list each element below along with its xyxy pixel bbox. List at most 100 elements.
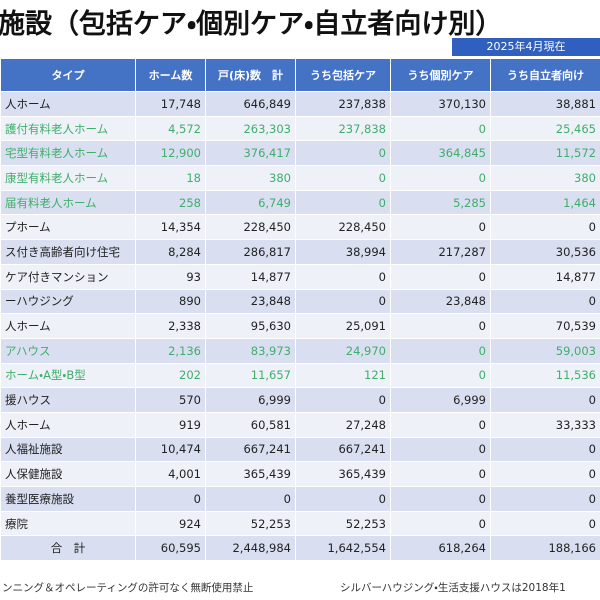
value-cell: 1,642,554: [295, 535, 391, 562]
value-cell: 23,848: [390, 288, 491, 315]
value-cell: 52,253: [205, 510, 296, 537]
value-cell: 286,817: [205, 239, 296, 265]
type-cell: 宅型有料老人ホーム: [0, 140, 136, 167]
type-cell: 合 計: [0, 535, 136, 562]
table-row: 援ハウス 570 6,999 0 6,999 0: [0, 387, 600, 413]
value-cell: 667,241: [295, 436, 391, 463]
table-row: 人ホーム 919 60,581 27,248 0 33,333: [0, 411, 600, 438]
table-row: 療院 924 52,253 52,253 0 0: [0, 510, 600, 537]
value-cell: 0: [490, 486, 600, 512]
value-cell: 365,439: [205, 461, 296, 487]
value-cell: 890: [135, 288, 206, 315]
value-cell: 2,136: [135, 337, 206, 364]
table-row: 康型有料老人ホーム 18 380 0 0 380: [0, 165, 600, 191]
type-cell: 人福祉施設: [0, 436, 136, 463]
value-cell: 188,166: [490, 535, 600, 562]
title: 施設（包括ケア・個別ケア・自立者向け別）: [0, 9, 503, 40]
value-cell: 365,439: [295, 461, 391, 487]
value-cell: 263,303: [205, 115, 296, 142]
type-cell: 人保健施設: [0, 461, 136, 487]
value-cell: 0: [390, 436, 491, 463]
value-cell: 919: [135, 411, 206, 438]
value-cell: 2,448,984: [205, 535, 296, 562]
type-cell: 人ホーム: [0, 411, 136, 438]
type-cell: ーハウジング: [0, 288, 136, 315]
table-row: 護付有料老人ホーム 4,572 263,303 237,838 0 25,465: [0, 115, 600, 142]
value-cell: 0: [295, 140, 391, 167]
value-cell: 0: [390, 461, 491, 487]
value-cell: 4,001: [135, 461, 206, 487]
value-cell: 0: [390, 165, 491, 191]
value-cell: 5,285: [390, 189, 491, 216]
value-cell: 11,536: [490, 362, 600, 389]
value-cell: 364,845: [390, 140, 491, 167]
type-cell: 護付有料老人ホーム: [0, 115, 136, 142]
value-cell: 237,838: [295, 115, 391, 142]
column-header: ホーム数: [135, 58, 206, 92]
table-row: ーハウジング 890 23,848 0 23,848 0: [0, 288, 600, 315]
value-cell: 121: [295, 362, 391, 389]
table-row: 届有料老人ホーム 258 6,749 0 5,285 1,464: [0, 189, 600, 216]
value-cell: 0: [390, 263, 491, 290]
table-body: 人ホーム 17,748 646,849 237,838 370,130 38,881 護付有…: [0, 91, 600, 562]
type-cell: 人ホーム: [0, 313, 136, 339]
value-cell: 10,474: [135, 436, 206, 463]
value-cell: 11,657: [205, 362, 296, 389]
value-cell: 1,464: [490, 189, 600, 216]
value-cell: 646,849: [205, 91, 296, 117]
type-cell: 人ホーム: [0, 91, 136, 117]
table-row: アハウス 2,136 83,973 24,970 0 59,003: [0, 337, 600, 364]
value-cell: 924: [135, 510, 206, 537]
value-cell: 0: [490, 461, 600, 487]
value-cell: 11,572: [490, 140, 600, 167]
date-badge: 2025年4月現在: [452, 38, 600, 56]
value-cell: 27,248: [295, 411, 391, 438]
value-cell: 0: [390, 337, 491, 364]
value-cell: 228,450: [205, 214, 296, 241]
value-cell: 0: [135, 486, 206, 512]
type-cell: 康型有料老人ホーム: [0, 165, 136, 191]
value-cell: 2,338: [135, 313, 206, 339]
value-cell: 0: [295, 189, 391, 216]
value-cell: 14,354: [135, 214, 206, 241]
value-cell: 95,630: [205, 313, 296, 339]
table-row: ケア付きマンション 93 14,877 0 0 14,877: [0, 263, 600, 290]
table-row: プホーム 14,354 228,450 228,450 0 0: [0, 214, 600, 241]
value-cell: 0: [390, 214, 491, 241]
type-cell: ス付き高齢者向け住宅: [0, 239, 136, 265]
value-cell: 18: [135, 165, 206, 191]
value-cell: 0: [490, 288, 600, 315]
column-header: 戸(床)数 計: [205, 58, 296, 92]
value-cell: 0: [390, 362, 491, 389]
type-cell: ケア付きマンション: [0, 263, 136, 290]
value-cell: 0: [295, 387, 391, 413]
footer-left: ンニング＆オペレーティングの許可なく無断使用禁止: [2, 582, 254, 594]
table-row: 人ホーム 2,338 95,630 25,091 0 70,539: [0, 313, 600, 339]
type-cell: 援ハウス: [0, 387, 136, 413]
value-cell: 0: [390, 115, 491, 142]
value-cell: 202: [135, 362, 206, 389]
column-header: うち個別ケア: [390, 58, 491, 92]
table-row: 人福祉施設 10,474 667,241 667,241 0 0: [0, 436, 600, 463]
type-cell: 療院: [0, 510, 136, 537]
column-header: うち自立者向け: [490, 58, 600, 92]
value-cell: 30,536: [490, 239, 600, 265]
value-cell: 25,091: [295, 313, 391, 339]
value-cell: 38,994: [295, 239, 391, 265]
value-cell: 83,973: [205, 337, 296, 364]
value-cell: 14,877: [490, 263, 600, 290]
type-cell: アハウス: [0, 337, 136, 364]
value-cell: 0: [205, 486, 296, 512]
type-cell: プホーム: [0, 214, 136, 241]
value-cell: 6,749: [205, 189, 296, 216]
value-cell: 33,333: [490, 411, 600, 438]
value-cell: 59,003: [490, 337, 600, 364]
value-cell: 52,253: [295, 510, 391, 537]
value-cell: 17,748: [135, 91, 206, 117]
value-cell: 0: [490, 214, 600, 241]
value-cell: 370,130: [390, 91, 491, 117]
value-cell: 0: [390, 313, 491, 339]
value-cell: 228,450: [295, 214, 391, 241]
value-cell: 93: [135, 263, 206, 290]
value-cell: 380: [205, 165, 296, 191]
